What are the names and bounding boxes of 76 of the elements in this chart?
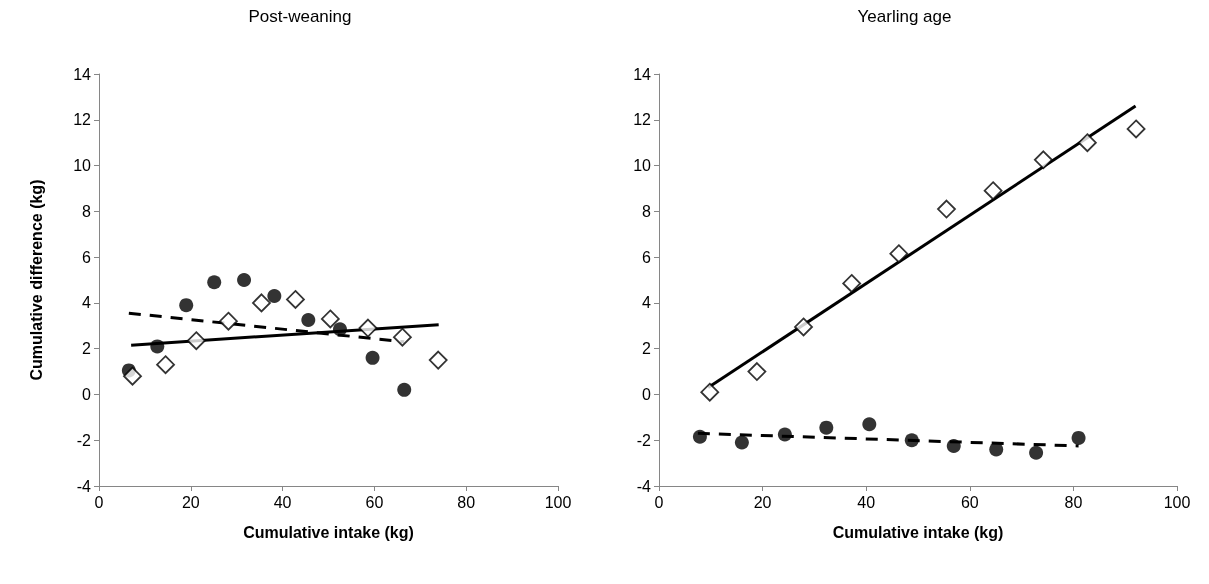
point (358, 318, 378, 338)
point (734, 435, 749, 450)
point (904, 433, 919, 448)
y-tick-label: 2 (642, 340, 652, 358)
point (937, 199, 956, 219)
y-tick-label: -4 (76, 477, 92, 495)
point (1126, 119, 1146, 139)
y-tick-label: 0 (82, 385, 92, 403)
point (692, 429, 707, 444)
x-tick-label: 100 (544, 493, 572, 511)
y-axis-title: Cumulative difference (kg) (27, 179, 45, 381)
point (989, 442, 1004, 457)
x-tick-label: 80 (1064, 493, 1083, 511)
x-tick-label: 40 (857, 493, 876, 511)
y-tick-label: -4 (636, 477, 652, 495)
point (700, 382, 720, 402)
y-tick-label: 2 (82, 340, 92, 358)
y-tick-label: 6 (82, 248, 92, 266)
chart-title: Yearling age (857, 7, 952, 26)
point (252, 293, 271, 313)
point (1077, 133, 1097, 153)
x-tick-label: 60 (960, 493, 979, 511)
x-axis-title: Cumulative intake (kg) (832, 523, 1004, 541)
y-tick-label: 12 (73, 111, 92, 129)
point (320, 309, 340, 329)
point (794, 317, 813, 337)
point (1029, 445, 1044, 460)
point (365, 350, 380, 365)
y-tick-label: 14 (73, 65, 92, 83)
x-tick-label: 60 (365, 493, 384, 511)
point (393, 327, 412, 347)
y-tick-label: 12 (633, 111, 652, 129)
point (1033, 150, 1053, 170)
point (237, 273, 252, 287)
point (428, 350, 448, 370)
point (286, 290, 305, 309)
y-tick-label: 8 (82, 202, 92, 220)
x-tick-label: 20 (181, 493, 200, 511)
point (819, 420, 834, 435)
x-tick-label: 20 (753, 493, 772, 511)
y-tick-label: -2 (76, 431, 92, 449)
point (332, 322, 347, 337)
y-tick-label: 10 (633, 157, 652, 175)
point (747, 362, 767, 381)
y-tick-label: 6 (642, 248, 652, 266)
y-tick-label: 8 (642, 202, 652, 220)
y-tick-label: -2 (636, 431, 652, 449)
point (301, 313, 316, 328)
point (179, 298, 194, 313)
x-tick-label: 100 (1163, 493, 1191, 511)
x-axis-title: Cumulative intake (kg) (243, 523, 414, 541)
point (219, 311, 238, 331)
y-tick-label: 0 (642, 385, 652, 403)
point (156, 355, 175, 375)
x-tick-label: 40 (273, 493, 292, 511)
point (777, 427, 792, 442)
y-tick-label: 4 (82, 294, 92, 312)
point (862, 417, 877, 432)
y-tick-label: 10 (73, 157, 92, 175)
x-tick-label: 80 (457, 493, 476, 511)
point (150, 339, 165, 354)
point (889, 244, 909, 264)
point (186, 331, 206, 351)
x-tick-label: 0 (654, 493, 664, 511)
y-tick-label: 14 (633, 65, 652, 83)
point (267, 289, 282, 304)
point (397, 382, 412, 397)
y-tick-label: 4 (642, 294, 652, 312)
x-tick-label: 0 (94, 493, 104, 511)
point (946, 438, 961, 453)
point (1071, 430, 1086, 445)
chart-title: Post-weaning (248, 7, 352, 26)
point (842, 274, 862, 293)
point (123, 366, 142, 386)
point (983, 181, 1003, 201)
point (207, 275, 222, 290)
